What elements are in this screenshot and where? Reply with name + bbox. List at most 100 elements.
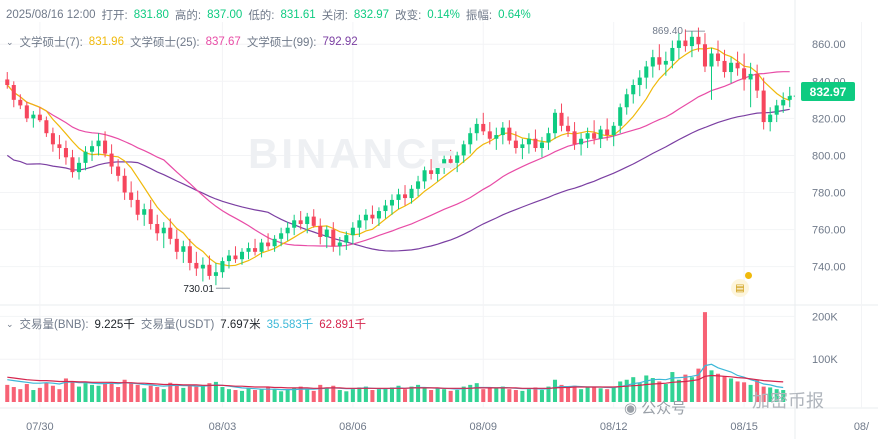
vol-usdt-value: 7.697米 — [220, 319, 261, 331]
candle-body — [709, 53, 714, 67]
volume-bar — [546, 386, 551, 402]
volume-bar — [44, 382, 49, 402]
ma-legend[interactable]: ⌄ 文学硕士(7): 831.96 文学硕士(25): 837.67 文学硕士(… — [6, 34, 358, 50]
candle-body — [5, 79, 10, 86]
current-price-badge: 832.97 — [801, 82, 855, 101]
vol-usdt-label: 交易量(USDT) — [140, 319, 215, 331]
amplitude-value: 0.64% — [498, 9, 531, 21]
candle-body — [135, 199, 140, 215]
volume-bar — [539, 390, 544, 402]
volume-bar — [259, 389, 264, 402]
candle-body — [500, 127, 505, 136]
price-tick-label: 800.00 — [812, 150, 846, 162]
volume-bar — [663, 384, 668, 402]
candle-body — [448, 159, 453, 163]
candle-body — [285, 227, 290, 234]
volume-bar — [657, 381, 662, 402]
candle-body — [122, 175, 127, 193]
candle-body — [116, 166, 121, 176]
candle-body — [161, 227, 166, 234]
volume-legend[interactable]: ⌄ 交易量(BNB): 9.225千 交易量(USDT) 7.697米 35.5… — [6, 316, 366, 332]
volume-bar — [5, 384, 10, 402]
candle-body — [44, 120, 49, 134]
candle-body — [552, 112, 558, 134]
candle-body — [344, 235, 349, 243]
calculator-icon[interactable]: ▤ — [731, 279, 749, 297]
close-value: 832.97 — [353, 9, 390, 21]
time-tick-label: 08/12 — [600, 421, 628, 433]
candle-body — [650, 57, 655, 67]
chevron-down-icon[interactable]: ⌄ — [6, 318, 14, 329]
candle-body — [735, 62, 740, 69]
volume-bar — [585, 387, 590, 402]
candle-body — [670, 47, 675, 61]
volume-tick-label: 100K — [812, 354, 838, 366]
candle-body — [70, 157, 75, 173]
candle-body — [129, 192, 134, 200]
volume-bar — [670, 372, 675, 402]
volume-bar — [376, 389, 381, 402]
vol-bnb-value: 9.225千 — [94, 319, 135, 331]
candle-body — [305, 216, 310, 225]
candle-body — [683, 40, 688, 47]
volume-bar — [370, 390, 375, 402]
volume-bar — [598, 388, 603, 402]
vol-ma2-value: 62.891千 — [319, 319, 366, 331]
volume-bar — [148, 385, 153, 402]
volume-bar — [552, 379, 558, 402]
candle-body — [187, 246, 192, 263]
volume-bar — [129, 383, 134, 402]
volume-bar — [31, 390, 36, 402]
volume-bar — [76, 386, 82, 402]
volume-bar — [324, 387, 329, 402]
volume-bar — [50, 385, 55, 402]
candle-body — [605, 129, 610, 136]
volume-bar — [755, 379, 760, 402]
candle-body — [566, 125, 571, 132]
volume-bar — [279, 391, 284, 402]
volume-bar — [90, 384, 95, 402]
candle-body — [585, 133, 590, 139]
candle-body — [761, 90, 766, 123]
candle-body — [83, 151, 88, 163]
candle-body — [31, 114, 36, 119]
candle-body — [57, 144, 62, 149]
candle-body — [194, 262, 199, 269]
candle-body — [331, 229, 336, 247]
candle-body — [350, 227, 355, 236]
volume-bar — [429, 390, 434, 402]
candle-body — [370, 214, 375, 219]
volume-bar — [761, 386, 766, 402]
candle-body — [311, 216, 316, 226]
wechat-label: 公众号 — [641, 400, 687, 417]
chevron-down-icon[interactable]: ⌄ — [6, 36, 14, 47]
candle-body — [787, 96, 792, 100]
volume-bar — [285, 390, 290, 402]
candle-body — [702, 44, 707, 67]
candle-body — [487, 131, 492, 139]
candle-body — [220, 261, 225, 273]
candle-body — [755, 73, 760, 91]
candle-body — [539, 142, 544, 149]
wechat-account-title: 加密币报 — [752, 391, 824, 411]
volume-bar — [246, 388, 251, 402]
price-tick-label: 780.00 — [812, 188, 846, 200]
candle-body — [579, 138, 584, 145]
price-tick-label: 760.00 — [812, 225, 846, 237]
ma7-value: 831.96 — [88, 36, 124, 48]
candle-body — [96, 140, 101, 147]
volume-bar — [168, 382, 173, 402]
low-label: 低的: — [248, 10, 275, 22]
candle-body — [631, 85, 636, 95]
candle-body — [618, 107, 623, 126]
volume-bar — [487, 387, 492, 402]
candle-body — [272, 238, 277, 247]
candle-body — [292, 220, 297, 228]
candle-body — [442, 159, 447, 165]
candle-body — [729, 62, 734, 73]
candle-body — [24, 105, 29, 119]
volume-bar — [318, 384, 323, 402]
volume-bar — [135, 384, 140, 402]
volume-bar — [611, 387, 616, 402]
